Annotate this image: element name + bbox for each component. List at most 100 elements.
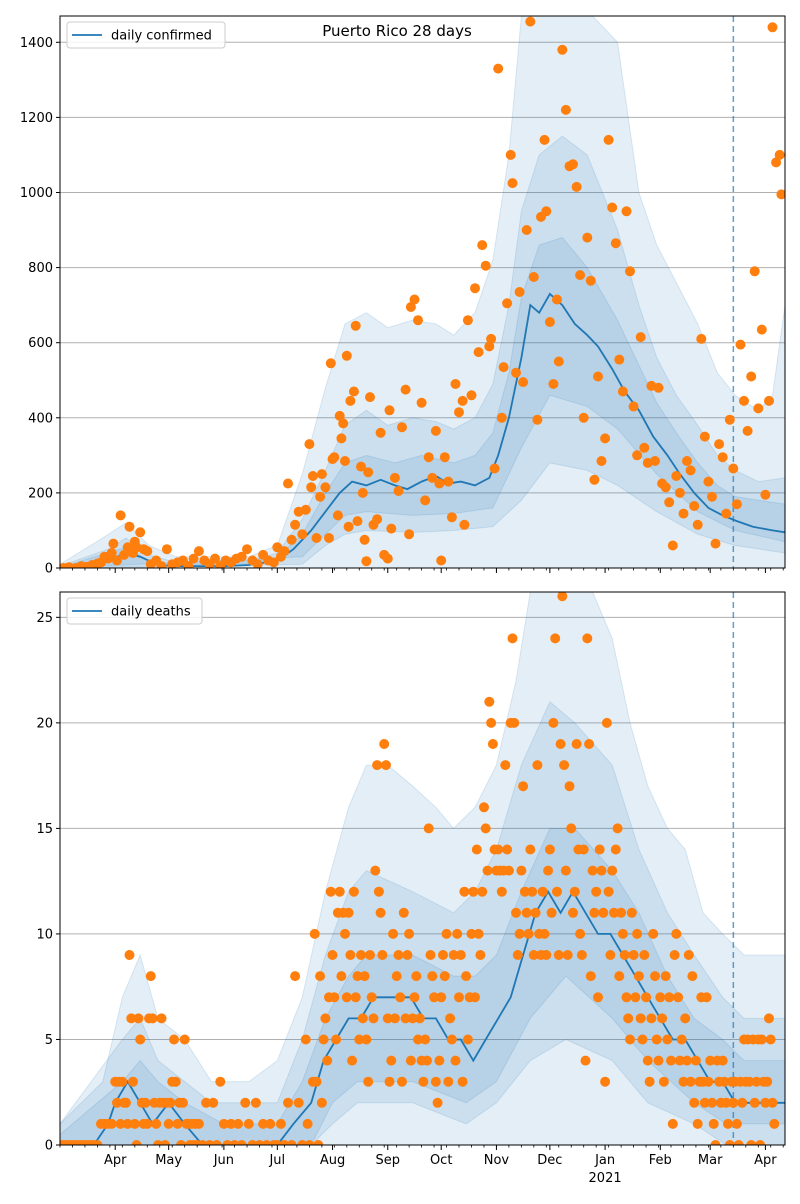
data-point <box>290 971 301 982</box>
data-point <box>687 971 698 982</box>
data-point <box>500 760 511 771</box>
data-point <box>484 696 495 707</box>
data-point <box>699 1097 710 1108</box>
data-point <box>585 971 596 982</box>
data-point <box>699 431 710 442</box>
data-point <box>596 865 607 876</box>
data-point <box>405 1055 416 1066</box>
data-point <box>511 907 521 918</box>
data-point <box>719 1076 730 1087</box>
data-point <box>322 1055 333 1066</box>
data-point <box>593 371 603 382</box>
data-point <box>610 238 621 249</box>
data-point <box>507 633 518 644</box>
data-point <box>379 739 390 749</box>
data-point <box>566 823 577 834</box>
data-point <box>147 1013 158 1024</box>
data-point <box>678 1076 689 1087</box>
data-point <box>459 886 470 897</box>
data-point <box>170 1076 181 1087</box>
data-point <box>443 1076 454 1087</box>
data-point <box>664 497 675 508</box>
data-point <box>685 465 696 476</box>
data-point <box>521 225 532 235</box>
data-point <box>621 992 632 1003</box>
data-point <box>632 450 643 461</box>
data-point <box>689 1097 700 1108</box>
data-point <box>300 504 311 515</box>
data-point <box>402 950 413 960</box>
data-point <box>626 907 637 918</box>
data-point <box>161 544 172 555</box>
data-point <box>689 501 700 511</box>
data-point <box>183 561 194 568</box>
data-point <box>439 452 450 463</box>
data-point <box>552 886 562 897</box>
data-point <box>290 519 301 530</box>
data-point <box>714 439 725 450</box>
data-point <box>430 1076 441 1087</box>
data-point <box>571 739 582 749</box>
data-point <box>384 405 395 416</box>
data-point <box>457 1076 468 1087</box>
data-point <box>528 272 539 282</box>
data-point <box>660 482 671 493</box>
data-point <box>477 886 488 897</box>
data-point <box>514 287 525 297</box>
data-point <box>240 1097 251 1108</box>
data-point <box>682 1055 692 1066</box>
data-point <box>473 347 484 358</box>
data-point <box>625 1034 635 1045</box>
data-point <box>578 844 589 855</box>
data-point <box>340 456 350 466</box>
data-point <box>208 1097 219 1108</box>
data-point <box>382 553 393 564</box>
data-point <box>318 1034 329 1045</box>
data-point <box>151 1118 162 1129</box>
data-point <box>156 561 167 568</box>
data-point <box>617 928 628 939</box>
data-point <box>436 992 447 1003</box>
x-tick-label: Aug <box>320 1153 345 1168</box>
x-tick-label: Dec <box>537 1153 562 1168</box>
data-point <box>667 540 678 551</box>
data-point <box>470 283 480 294</box>
data-point <box>569 886 580 897</box>
data-point <box>703 476 714 487</box>
data-point <box>226 1118 236 1129</box>
data-point <box>582 232 593 243</box>
data-point <box>397 422 407 433</box>
data-point <box>764 1013 774 1024</box>
data-point <box>462 315 473 326</box>
data-point <box>201 1097 212 1108</box>
data-point <box>313 1140 324 1145</box>
uncertainty-band-inner <box>60 236 785 568</box>
data-point <box>708 1118 719 1129</box>
data-point <box>756 324 767 335</box>
data-point <box>359 971 370 982</box>
x-tick-label: Apr <box>104 1153 127 1168</box>
legend-box <box>66 21 226 49</box>
data-point <box>605 950 616 960</box>
data-point <box>393 486 404 496</box>
y-tick-label: 200 <box>28 486 53 501</box>
legend-label: daily confirmed <box>111 29 212 44</box>
data-point <box>427 472 438 483</box>
data-point <box>268 557 279 568</box>
data-point <box>650 971 660 982</box>
y-tick-label: 800 <box>28 261 53 276</box>
data-point <box>450 1055 461 1066</box>
data-point <box>361 1034 372 1045</box>
data-point <box>106 1118 117 1129</box>
data-point <box>518 377 529 388</box>
y-tick-label: 15 <box>36 822 53 837</box>
data-point <box>653 382 664 393</box>
data-point <box>411 971 422 982</box>
data-point <box>493 844 504 855</box>
data-point <box>525 844 536 855</box>
data-point <box>596 456 607 466</box>
data-point <box>721 1097 732 1108</box>
data-point <box>140 1097 151 1108</box>
data-point <box>523 928 534 939</box>
data-point <box>211 1140 222 1145</box>
